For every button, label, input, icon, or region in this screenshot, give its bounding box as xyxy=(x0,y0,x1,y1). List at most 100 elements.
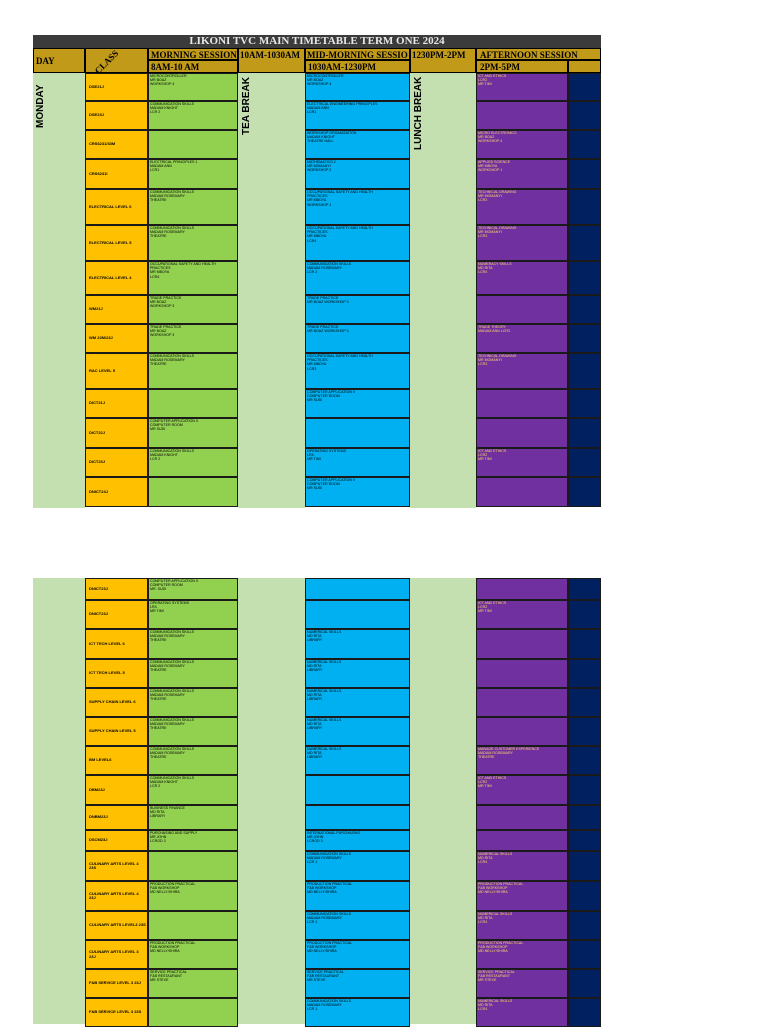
morning-cell: COMMUNICATION SKILLS MADAM ROSEMARY THEA… xyxy=(148,746,238,775)
afternoon-cell: NUMERICAL SKILLS MD RITA LCR4 xyxy=(476,851,568,881)
afternoon-cell: NUMERACY SKILLS MD RITA LCR4 xyxy=(476,261,568,295)
header-mid-time: 1030AM-1230PM xyxy=(305,60,410,73)
class-cell: F&B SERVICE LEVEL 3 23J xyxy=(85,969,148,998)
afternoon-extra-cell xyxy=(568,940,601,969)
afternoon-cell: ICT AND ETHICS LCR2 MR TIMI xyxy=(476,448,568,477)
afternoon-cell: NUMERICAL SKILLS MD RITA LCR4 xyxy=(476,998,568,1027)
class-cell: DSE21J xyxy=(85,73,148,101)
afternoon-cell xyxy=(476,477,568,507)
class-cell: CULINARY ARTS LEVEL 4 23J xyxy=(85,881,148,911)
afternoon-extra-cell xyxy=(568,911,601,940)
afternoon-extra-cell xyxy=(568,101,601,130)
header-afternoon-time: 2PM-5PM xyxy=(476,60,568,73)
afternoon-cell: TECHNICAL DRAWING MR MOMANYI LCR3 xyxy=(476,353,568,389)
afternoon-extra-cell xyxy=(568,746,601,775)
afternoon-cell xyxy=(476,688,568,717)
class-cell: DSCM23J xyxy=(85,830,148,851)
afternoon-extra-cell xyxy=(568,688,601,717)
mid-morning-cell: NUMERICAL SKILLS MD RITA LIBRARY xyxy=(305,659,410,688)
mid-morning-cell xyxy=(305,775,410,805)
afternoon-extra-cell xyxy=(568,659,601,688)
morning-cell: PRODUCTION PRACTICAL F&B WORKSHOP MD NEL… xyxy=(148,940,238,969)
mid-morning-cell: WORKSHOP ORGANIZATION MADAM KNIGHT THEAT… xyxy=(305,130,410,159)
class-cell: DNICT24J xyxy=(85,477,148,507)
class-cell: DICT22J xyxy=(85,418,148,448)
morning-cell: COMMUNICATION SKILLS MADAM KNIGHT LCR 2 xyxy=(148,101,238,130)
morning-cell xyxy=(148,911,238,940)
title-bar xyxy=(33,35,601,48)
class-cell: DICT23J xyxy=(85,448,148,477)
morning-cell xyxy=(148,389,238,418)
afternoon-extra-cell xyxy=(568,261,601,295)
morning-cell: COMMUNICATION SKILLS MADAM ROSEMARY THEA… xyxy=(148,353,238,389)
afternoon-cell: SERVICE PRACTICAL F&B RESTAURANT MR STEV… xyxy=(476,969,568,998)
afternoon-cell xyxy=(476,578,568,600)
mid-morning-cell: NUMERICAL SKILLS MD RITA LIBRARY xyxy=(305,629,410,659)
tea-break-label: TEA BREAK xyxy=(241,77,252,135)
header-morning: MORNING SESSION xyxy=(148,48,238,60)
class-cell: WM 22M/23J xyxy=(85,324,148,353)
afternoon-extra-cell xyxy=(568,830,601,851)
class-cell: ELECTRICAL LEVEL 6 xyxy=(85,189,148,225)
afternoon-cell: APPLIED SCIENCE MR MBOYA WORKSHOP 1 xyxy=(476,159,568,189)
header-morning-time: 8AM-10 AM xyxy=(148,60,238,73)
mid-morning-cell: MICROCONTROLLER MR BOAZ WORKSHOP 4 xyxy=(305,73,410,101)
mid-morning-cell: TRADE PRACTICE MR BOAZ WORKSHOP 3 xyxy=(305,295,410,324)
class-cell: CRS6231I xyxy=(85,159,148,189)
header-day: DAY xyxy=(33,48,85,73)
day-column xyxy=(33,73,85,508)
afternoon-cell: ICT AND ETHICS LCR2 MR TIMI xyxy=(476,775,568,805)
afternoon-cell xyxy=(476,659,568,688)
class-cell: F&B SERVICE LEVEL 3 23S xyxy=(85,998,148,1027)
mid-morning-cell: OCCUPATIONAL SAFETY AND HEALTH PRACTICES… xyxy=(305,189,410,225)
afternoon-extra-cell xyxy=(568,418,601,448)
header-afternoon-extra xyxy=(568,60,601,73)
mid-morning-cell xyxy=(305,418,410,448)
mid-morning-cell: NUMERICAL SKILLS MD RITA LIBRARY xyxy=(305,746,410,775)
morning-cell: COMMUNICATION SKILLS MADAM KNIGHT LCR 2 xyxy=(148,775,238,805)
morning-cell: COMMUNICATION SKILLS MADAM ROSEMARY THEA… xyxy=(148,659,238,688)
morning-cell xyxy=(148,130,238,159)
afternoon-cell xyxy=(476,629,568,659)
header-afternoon: AFTERNOON SESSION xyxy=(476,48,601,60)
mid-morning-cell: COMPUTER APPLICATION II COMPUTER ROOM MR… xyxy=(305,389,410,418)
mid-morning-cell: COMMUNICATION SKILLS MADAM ROSEMARY LCR … xyxy=(305,998,410,1027)
afternoon-extra-cell xyxy=(568,324,601,353)
mid-morning-cell: NUMERICAL SKILLS MD RITA LIBRARY xyxy=(305,717,410,746)
page-title: LIKONI TVC MAIN TIMETABLE TERM ONE 2024 xyxy=(189,35,445,47)
afternoon-cell: TECHNICAL DRAWING MR MOMANYI LCR3 xyxy=(476,189,568,225)
class-cell: CRS6231/33M xyxy=(85,130,148,159)
class-cell: CULINARY ARTS LEVEL3 23S xyxy=(85,911,148,940)
afternoon-extra-cell xyxy=(568,805,601,830)
afternoon-cell: TECHNICAL DRAWING MR MOMANYI LCR3 xyxy=(476,225,568,261)
class-cell: RAC LEVEL 5 xyxy=(85,353,148,389)
morning-cell: BUSINESS FINANCE MD RITA LIBRARY xyxy=(148,805,238,830)
class-cell: ELECTRICAL LEVEL 5 xyxy=(85,225,148,261)
afternoon-cell: MICRO ELECTRONICS MR BOAZ WORKSHOP 4 xyxy=(476,130,568,159)
mid-morning-cell: TRADE PRACTICE MR BOAZ WORKSHOP 3 xyxy=(305,324,410,353)
mid-morning-cell: NUMERICAL SKILLS MD RITA LIBRARY xyxy=(305,688,410,717)
afternoon-cell: ICT AND ETHICS LCR2 MR TIMI xyxy=(476,73,568,101)
mid-morning-cell: PRODUCTION PRACTICAL F&B WORKSHOP MD NEL… xyxy=(305,940,410,969)
afternoon-extra-cell xyxy=(568,189,601,225)
afternoon-extra-cell xyxy=(568,851,601,881)
afternoon-extra-cell xyxy=(568,998,601,1027)
afternoon-extra-cell xyxy=(568,629,601,659)
header-class-cell: CLASS xyxy=(85,48,148,73)
afternoon-extra-cell xyxy=(568,159,601,189)
mid-morning-cell: OCCUPATIONAL SAFETY AND HEALTH PRACTICES… xyxy=(305,353,410,389)
mid-morning-cell: COMPUTER APPLICATION II COMPUTER ROOM MR… xyxy=(305,477,410,507)
afternoon-cell xyxy=(476,101,568,130)
day-label: MONDAY xyxy=(35,84,46,128)
class-cell: DNBM23J xyxy=(85,805,148,830)
morning-cell: COMPUTER APPLICATION II COMPUTER ROOM MR… xyxy=(148,578,238,600)
lunch-column-2 xyxy=(410,578,476,1024)
class-cell: DNICT23J xyxy=(85,578,148,600)
afternoon-extra-cell xyxy=(568,448,601,477)
class-cell: DSE23J xyxy=(85,101,148,130)
morning-cell: SERVICE PRACTICAL F&B RESTAURANT MR STEV… xyxy=(148,969,238,998)
mid-morning-cell: OPERATING SYSTEMS LR4 MR TIMI xyxy=(305,448,410,477)
morning-cell: COMMUNICATION SKILLS MADAM ROSEMARY THEA… xyxy=(148,688,238,717)
tea-column-2 xyxy=(238,578,305,1024)
header-class: CLASS xyxy=(92,48,121,73)
